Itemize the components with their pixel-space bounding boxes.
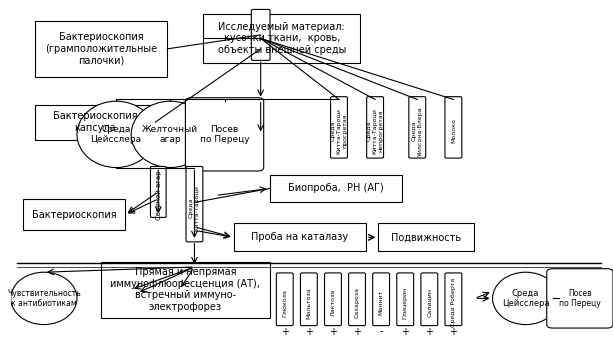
FancyBboxPatch shape: [324, 273, 341, 326]
Text: Биопроба,  РН (АГ): Биопроба, РН (АГ): [288, 184, 384, 193]
Text: +: +: [329, 327, 337, 336]
Text: +: +: [353, 327, 361, 336]
Ellipse shape: [131, 101, 210, 168]
Text: Желточный
агар: Желточный агар: [142, 125, 199, 144]
FancyBboxPatch shape: [409, 97, 425, 158]
Text: Среда Роберта: Среда Роберта: [451, 278, 456, 327]
Text: +: +: [305, 327, 313, 336]
Text: Подвижность: Подвижность: [391, 232, 462, 242]
Text: Чувствительность
к антибиотикам: Чувствительность к антибиотикам: [7, 289, 81, 308]
Text: Среда
Цейсслера: Среда Цейсслера: [91, 125, 142, 144]
Text: +: +: [449, 327, 457, 336]
Text: Исследуемый материал:
кусочки ткани,  кровь,
объекты внешней среды: Исследуемый материал: кусочки ткани, кро…: [218, 22, 346, 55]
FancyBboxPatch shape: [150, 166, 166, 217]
FancyBboxPatch shape: [373, 273, 390, 326]
FancyBboxPatch shape: [23, 199, 125, 230]
Ellipse shape: [11, 272, 77, 325]
Text: +: +: [425, 327, 433, 336]
Text: Среда
Уилсона-Блера: Среда Уилсона-Блера: [412, 106, 423, 156]
FancyBboxPatch shape: [367, 97, 384, 158]
Text: +: +: [281, 327, 289, 336]
FancyBboxPatch shape: [251, 9, 270, 60]
Text: Среда
Китта-Тароци: Среда Китта-Тароци: [189, 185, 200, 231]
Text: Бактериоскопия
капсула: Бактериоскопия капсула: [53, 111, 137, 133]
FancyBboxPatch shape: [300, 273, 318, 326]
Text: Среда
Китта-Тароци
непрогретая: Среда Китта-Тароци непрогретая: [367, 108, 383, 154]
Text: Посев
по Перецу: Посев по Перецу: [200, 125, 249, 144]
Text: Глицерин: Глицерин: [403, 287, 408, 319]
Text: Среда
Китта-Тароци
прогретая: Среда Китта-Тароци прогретая: [330, 108, 348, 154]
Ellipse shape: [493, 272, 559, 325]
FancyBboxPatch shape: [421, 273, 438, 326]
Text: Лактоза: Лактоза: [330, 289, 335, 317]
FancyBboxPatch shape: [547, 269, 613, 328]
FancyBboxPatch shape: [185, 98, 264, 171]
Text: Салицин: Салицин: [427, 288, 432, 317]
FancyBboxPatch shape: [101, 262, 270, 318]
FancyBboxPatch shape: [349, 273, 365, 326]
FancyBboxPatch shape: [35, 21, 167, 77]
Text: Бактериоскопия
(грамположительные
палочки): Бактериоскопия (грамположительные палочк…: [45, 32, 157, 66]
FancyBboxPatch shape: [330, 97, 348, 158]
Text: Посев
по Перецу: Посев по Перецу: [559, 289, 601, 308]
FancyBboxPatch shape: [186, 166, 203, 242]
Text: Мальтоза: Мальтоза: [306, 287, 311, 319]
FancyBboxPatch shape: [35, 105, 155, 140]
Text: Маннит: Маннит: [379, 290, 384, 315]
FancyBboxPatch shape: [204, 14, 360, 63]
Text: Сахароза: Сахароза: [354, 287, 360, 318]
Text: Глюкоза: Глюкоза: [282, 289, 287, 317]
FancyBboxPatch shape: [270, 174, 402, 202]
FancyBboxPatch shape: [276, 273, 293, 326]
Text: Молоко: Молоко: [451, 118, 456, 143]
Text: -: -: [379, 327, 383, 336]
FancyBboxPatch shape: [397, 273, 414, 326]
FancyBboxPatch shape: [378, 223, 474, 251]
Text: Прямая и непрямая
иммунофлюоресценция (АТ),
встречный иммуно-
электрофорез: Прямая и непрямая иммунофлюоресценция (А…: [110, 267, 261, 312]
Ellipse shape: [77, 101, 155, 168]
Text: +: +: [402, 327, 409, 336]
Text: Бактериоскопия: Бактериоскопия: [32, 210, 116, 220]
Text: Среда
Цейсслера: Среда Цейсслера: [502, 289, 549, 308]
Text: Проба на каталазу: Проба на каталазу: [251, 232, 348, 242]
Text: Сварной агар: Сварной агар: [155, 171, 162, 220]
FancyBboxPatch shape: [234, 223, 366, 251]
FancyBboxPatch shape: [445, 273, 462, 326]
FancyBboxPatch shape: [445, 97, 462, 158]
